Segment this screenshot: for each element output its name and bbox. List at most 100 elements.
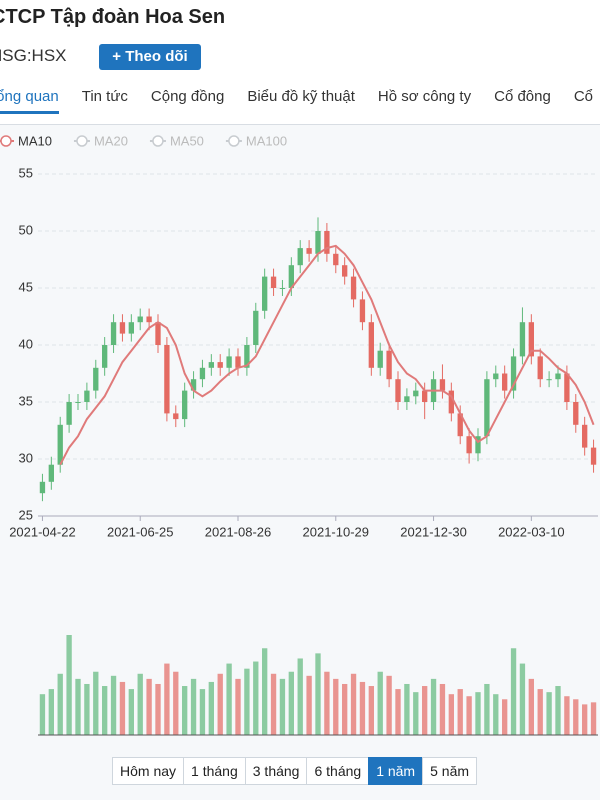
- range-button[interactable]: 5 năm: [422, 757, 478, 785]
- company-title: CTCP Tập đoàn Hoa Sen: [0, 6, 226, 28]
- volume-bar: [155, 683, 161, 735]
- candle-body: [119, 322, 126, 334]
- y-tick-label: 40: [19, 336, 33, 351]
- volume-bar: [502, 699, 508, 735]
- candle-body: [137, 316, 143, 323]
- volume-bar: [422, 686, 428, 735]
- candle-body: [110, 322, 117, 345]
- tab[interactable]: Biểu đồ kỹ thuật: [247, 88, 355, 105]
- candle-body: [315, 231, 321, 254]
- volume-bar: [466, 696, 472, 735]
- volume-bar: [342, 683, 348, 735]
- range-button[interactable]: 6 tháng: [306, 757, 370, 785]
- candle-body: [217, 362, 223, 368]
- volume-bar: [93, 671, 99, 735]
- volume-bar: [537, 689, 543, 735]
- volume-bar: [164, 663, 170, 735]
- volume-bar: [368, 686, 374, 735]
- volume-bar: [555, 686, 561, 735]
- candle-body: [190, 379, 197, 391]
- volume-bar: [315, 653, 321, 735]
- volume-bar: [359, 681, 366, 735]
- volume-bar: [279, 678, 286, 735]
- volume-bar: [217, 673, 223, 735]
- candle-body: [102, 345, 108, 368]
- candle-body: [244, 345, 250, 368]
- volume-bar: [146, 678, 152, 735]
- volume-bar: [546, 692, 552, 735]
- x-tick-label: 2021-10-29: [303, 524, 370, 539]
- candle-body: [235, 356, 241, 368]
- range-button[interactable]: Hôm nay: [112, 757, 185, 785]
- range-button[interactable]: 1 tháng: [183, 757, 246, 785]
- volume-bar: [208, 681, 214, 735]
- volume-bar: [190, 678, 197, 735]
- candle-body: [164, 345, 170, 414]
- x-tick-label: 2021-04-22: [9, 524, 76, 539]
- volume-bar: [386, 675, 392, 735]
- volume-bar: [590, 702, 597, 735]
- legend-marker: [0, 135, 12, 147]
- candle-body: [359, 299, 366, 323]
- candle-body: [475, 436, 481, 454]
- candle-body: [93, 367, 99, 391]
- candle-body: [484, 379, 490, 437]
- legend-marker: [152, 135, 164, 147]
- candle-body: [546, 379, 552, 381]
- volume-bar: [235, 678, 241, 735]
- volume-bar: [102, 686, 108, 735]
- candle-body: [413, 390, 419, 397]
- volume-bar: [84, 683, 90, 735]
- candle-body: [519, 322, 526, 357]
- candle-body: [306, 248, 312, 254]
- volume-bar: [226, 663, 232, 735]
- candle-body: [155, 322, 161, 345]
- volume-bar: [413, 692, 419, 735]
- tab[interactable]: Tin tức: [81, 88, 128, 105]
- candle-body: [173, 413, 179, 420]
- candle-body: [439, 379, 446, 391]
- volume-bar: [75, 678, 81, 735]
- candle-body: [288, 265, 294, 288]
- legend-label: MA50: [170, 133, 204, 148]
- tab[interactable]: Hồ sơ công ty: [377, 88, 472, 105]
- volume-bar: [199, 689, 206, 735]
- candle-body: [57, 424, 63, 465]
- volume-bar: [510, 648, 517, 735]
- range-button[interactable]: 3 tháng: [244, 757, 308, 785]
- candle-body: [404, 396, 410, 402]
- candle-body: [324, 231, 330, 254]
- candle-body: [457, 413, 463, 437]
- volume-bar: [448, 694, 454, 735]
- candle-body: [226, 356, 232, 368]
- candle-body: [528, 322, 534, 357]
- candle-body: [368, 322, 374, 368]
- volume-bar: [564, 696, 570, 735]
- legend-label: MA100: [246, 133, 287, 148]
- tab[interactable]: Cổ đông: [494, 88, 551, 105]
- tab[interactable]: Cổ: [573, 88, 594, 105]
- volume-bar: [475, 692, 481, 735]
- candle-body: [564, 373, 570, 402]
- y-tick-label: 30: [19, 450, 33, 465]
- candle-body: [279, 288, 286, 289]
- volume-bar: [493, 694, 499, 735]
- x-tick-label: 2021-06-25: [107, 524, 174, 539]
- candle-body: [39, 481, 46, 494]
- legend-marker: [76, 135, 88, 147]
- candle-body: [395, 379, 401, 402]
- tab[interactable]: Cộng đồng: [150, 88, 225, 105]
- follow-button[interactable]: + Theo dõi: [99, 44, 201, 70]
- volume-bar: [119, 681, 126, 735]
- candle-body: [84, 390, 90, 402]
- candle-body: [510, 356, 517, 391]
- x-tick-label: 2021-12-30: [400, 524, 467, 539]
- tab[interactable]: Tổng quan: [0, 88, 59, 114]
- range-button[interactable]: 1 năm: [368, 757, 424, 785]
- chart: MA10 MA20 MA50 MA100 25 30 35 40 45 50 55 2021-04-2…: [0, 133, 598, 736]
- y-tick-label: 35: [19, 393, 33, 408]
- candle-body: [182, 390, 188, 420]
- ticker: HSG:HSX: [0, 46, 67, 65]
- candle-body: [270, 276, 277, 288]
- tab-bar: Tổng quan Tin tức Cộng đồng Biểu đồ kỹ thuậ…: [0, 88, 593, 114]
